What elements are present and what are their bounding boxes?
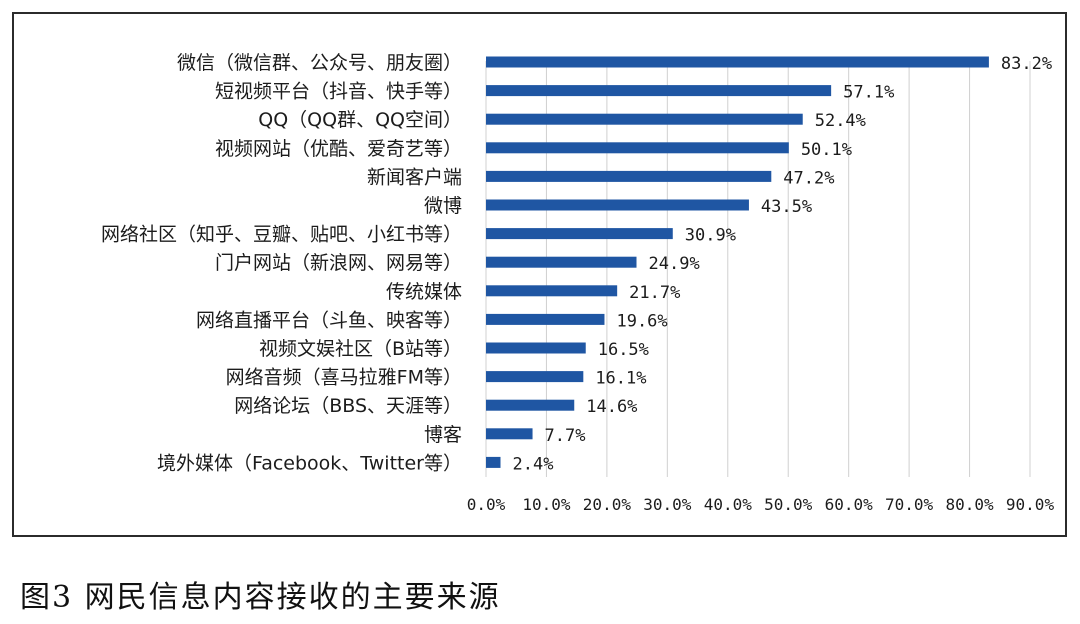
category-label: 网络社区（知乎、豆瓣、贴吧、小红书等） <box>101 224 462 246</box>
x-tick-label: 10.0% <box>522 495 571 514</box>
bar <box>486 399 575 411</box>
bar-chart: 0.0% 10.0% 20.0% 30.0% 40.0% 50.0% 60.0% 70.0% 8… <box>101 52 1055 514</box>
category-label: 微博 <box>424 195 462 217</box>
value-label: 7.7% <box>545 426 586 446</box>
x-tick-label: 90.0% <box>1006 495 1055 514</box>
category-label: 视频文娱社区（B站等） <box>259 338 462 360</box>
value-label: 16.1% <box>595 369 646 389</box>
x-tick-label: 80.0% <box>945 495 994 514</box>
category-label: 门户网站（新浪网、网易等） <box>215 252 462 274</box>
category-label: QQ（QQ群、QQ空间） <box>258 109 462 131</box>
figure-caption: 图3 网民信息内容接收的主要来源 <box>20 580 501 615</box>
x-tick-label: 40.0% <box>704 495 753 514</box>
category-label: 网络论坛（BBS、天涯等） <box>234 395 462 417</box>
category-label: 视频网站（优酷、爱奇艺等） <box>215 138 462 160</box>
value-label: 52.4% <box>815 111 866 131</box>
category-label: 境外媒体（Facebook、Twitter等） <box>157 452 462 474</box>
value-label: 43.5% <box>761 197 812 217</box>
category-label: 传统媒体 <box>386 281 462 303</box>
value-label: 57.1% <box>843 83 894 103</box>
category-label: 网络音频（喜马拉雅FM等） <box>226 367 462 389</box>
bar <box>486 285 618 297</box>
value-label: 2.4% <box>513 454 554 474</box>
bar <box>486 342 586 354</box>
value-label: 14.6% <box>586 397 637 417</box>
category-label: 博客 <box>424 424 462 446</box>
value-label: 47.2% <box>783 168 834 188</box>
bar <box>486 428 533 440</box>
category-label: 新闻客户端 <box>367 166 462 188</box>
value-label: 21.7% <box>629 283 680 303</box>
value-label: 83.2% <box>1001 54 1052 74</box>
x-tick-label: 20.0% <box>583 495 632 514</box>
value-label: 50.1% <box>801 140 852 160</box>
bar <box>486 170 772 182</box>
x-tick-label: 70.0% <box>885 495 934 514</box>
category-label: 短视频平台（抖音、快手等） <box>215 81 462 103</box>
bar <box>486 56 989 68</box>
value-label: 30.9% <box>685 226 736 246</box>
chart-frame: 0.0% 10.0% 20.0% 30.0% 40.0% 50.0% 60.0% 70.0% 8… <box>12 12 1067 537</box>
bar <box>486 228 673 240</box>
x-tick-label: 50.0% <box>764 495 813 514</box>
bar <box>486 456 501 468</box>
bar <box>486 85 832 97</box>
category-label: 微信（微信群、公众号、朋友圈） <box>177 52 462 74</box>
bar <box>486 142 789 154</box>
category-label: 网络直播平台（斗鱼、映客等） <box>196 309 462 331</box>
bar <box>486 313 605 325</box>
bar <box>486 113 803 125</box>
x-tick-label: 60.0% <box>825 495 874 514</box>
x-tick-label: 30.0% <box>643 495 692 514</box>
bar <box>486 371 584 383</box>
x-tick-label: 0.0% <box>467 495 506 514</box>
value-label: 24.9% <box>649 254 700 274</box>
value-label: 19.6% <box>616 311 667 331</box>
bar <box>486 199 749 211</box>
bar <box>486 256 637 268</box>
value-label: 16.5% <box>598 340 649 360</box>
